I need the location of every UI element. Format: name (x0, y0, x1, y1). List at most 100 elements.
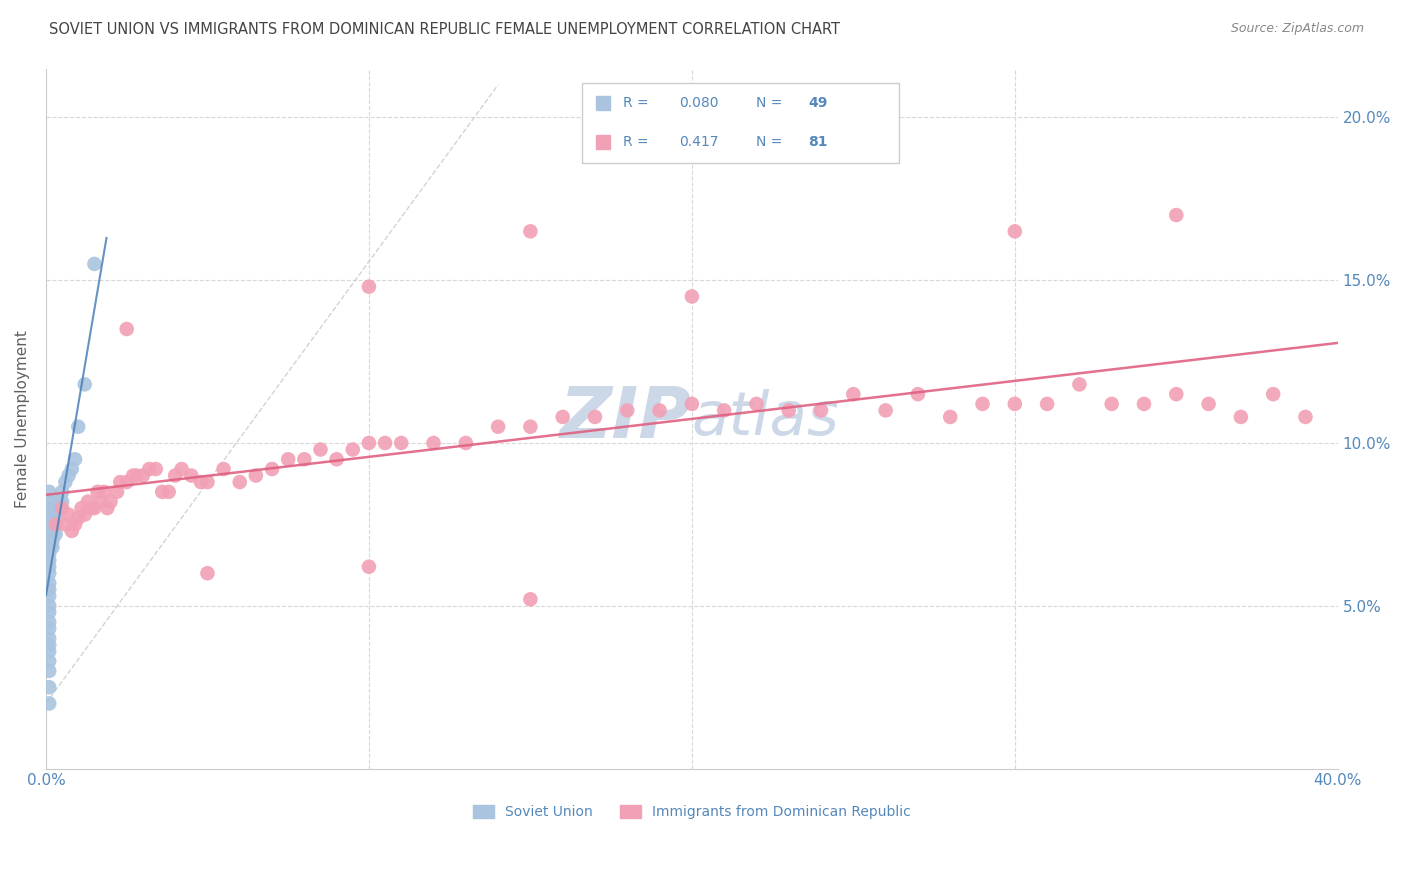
Text: 0.080: 0.080 (679, 96, 718, 111)
Point (38, 622, 60, 636)
Point (38, 566, 60, 581)
Point (551, 409, 574, 424)
Point (245, 468, 267, 483)
Point (96, 501, 118, 516)
Point (115, 322, 138, 336)
Point (48, 494, 70, 508)
Point (212, 462, 235, 476)
Y-axis label: Female Unemployment: Female Unemployment (15, 330, 30, 508)
Point (58, 508, 80, 522)
Point (51, 494, 73, 508)
Point (38, 589, 60, 603)
Point (38, 605, 60, 619)
Point (38, 644, 60, 658)
Point (519, 592, 541, 607)
Point (45, 508, 67, 522)
Point (197, 475, 219, 489)
Point (53, 475, 76, 489)
Point (1230, 409, 1253, 424)
Point (67, 419, 90, 434)
Point (357, 436, 380, 450)
Point (38, 553, 60, 567)
Point (1198, 397, 1220, 411)
Point (277, 452, 299, 467)
Point (132, 468, 155, 483)
Point (38, 697, 60, 711)
Point (713, 403, 735, 417)
Point (907, 387, 929, 401)
Point (100, 494, 122, 508)
Point (357, 559, 380, 574)
Point (38, 632, 60, 646)
Point (165, 468, 187, 483)
Point (48, 501, 70, 516)
Text: SOVIET UNION VS IMMIGRANTS FROM DOMINICAN REPUBLIC FEMALE UNEMPLOYMENT CORRELATI: SOVIET UNION VS IMMIGRANTS FROM DOMINICA… (49, 22, 841, 37)
Point (681, 289, 703, 303)
Point (63, 452, 86, 467)
Point (1166, 387, 1188, 401)
Point (38, 517, 60, 532)
Point (145, 462, 167, 476)
Point (778, 403, 800, 417)
Point (38, 533, 60, 548)
Point (519, 224, 541, 238)
Point (80, 501, 103, 516)
Point (45, 517, 67, 532)
Point (260, 462, 283, 476)
Point (38, 511, 60, 525)
Point (60, 524, 83, 538)
Point (38, 680, 60, 694)
Text: 49: 49 (808, 96, 828, 111)
Point (170, 462, 193, 476)
Point (157, 484, 180, 499)
Point (229, 475, 252, 489)
Point (875, 403, 897, 417)
Point (41, 517, 63, 532)
Point (38, 508, 60, 522)
Point (83, 257, 105, 271)
Point (38, 521, 60, 535)
Text: Source: ZipAtlas.com: Source: ZipAtlas.com (1230, 22, 1364, 36)
Point (616, 403, 638, 417)
FancyBboxPatch shape (582, 83, 898, 163)
Text: R =: R = (623, 135, 650, 149)
Point (842, 387, 865, 401)
Point (972, 397, 994, 411)
Point (1036, 397, 1059, 411)
Point (53, 517, 76, 532)
Point (342, 442, 364, 457)
Point (374, 436, 396, 450)
Point (38, 654, 60, 668)
Point (1294, 409, 1316, 424)
Point (110, 475, 132, 489)
Point (190, 475, 212, 489)
Point (389, 436, 412, 450)
Point (38, 527, 60, 541)
Point (1166, 208, 1188, 222)
Point (519, 419, 541, 434)
Point (41, 540, 63, 554)
Point (86, 484, 108, 499)
Text: ZIP: ZIP (560, 384, 692, 453)
Point (67, 511, 90, 525)
Point (292, 452, 315, 467)
Point (38, 501, 60, 516)
Legend: Soviet Union, Immigrants from Dominican Republic: Soviet Union, Immigrants from Dominican … (467, 799, 917, 825)
Point (38, 599, 60, 613)
Point (357, 279, 380, 293)
Point (125, 468, 148, 483)
Point (105, 484, 128, 499)
Point (93, 484, 115, 499)
Point (648, 403, 671, 417)
Point (83, 501, 105, 516)
Text: R =: R = (623, 96, 650, 111)
Point (73, 377, 96, 392)
Point (939, 409, 962, 424)
Point (180, 468, 202, 483)
Point (1069, 377, 1091, 392)
Point (90, 494, 112, 508)
Point (454, 436, 477, 450)
Point (38, 582, 60, 597)
Point (1133, 397, 1156, 411)
Point (1004, 224, 1026, 238)
